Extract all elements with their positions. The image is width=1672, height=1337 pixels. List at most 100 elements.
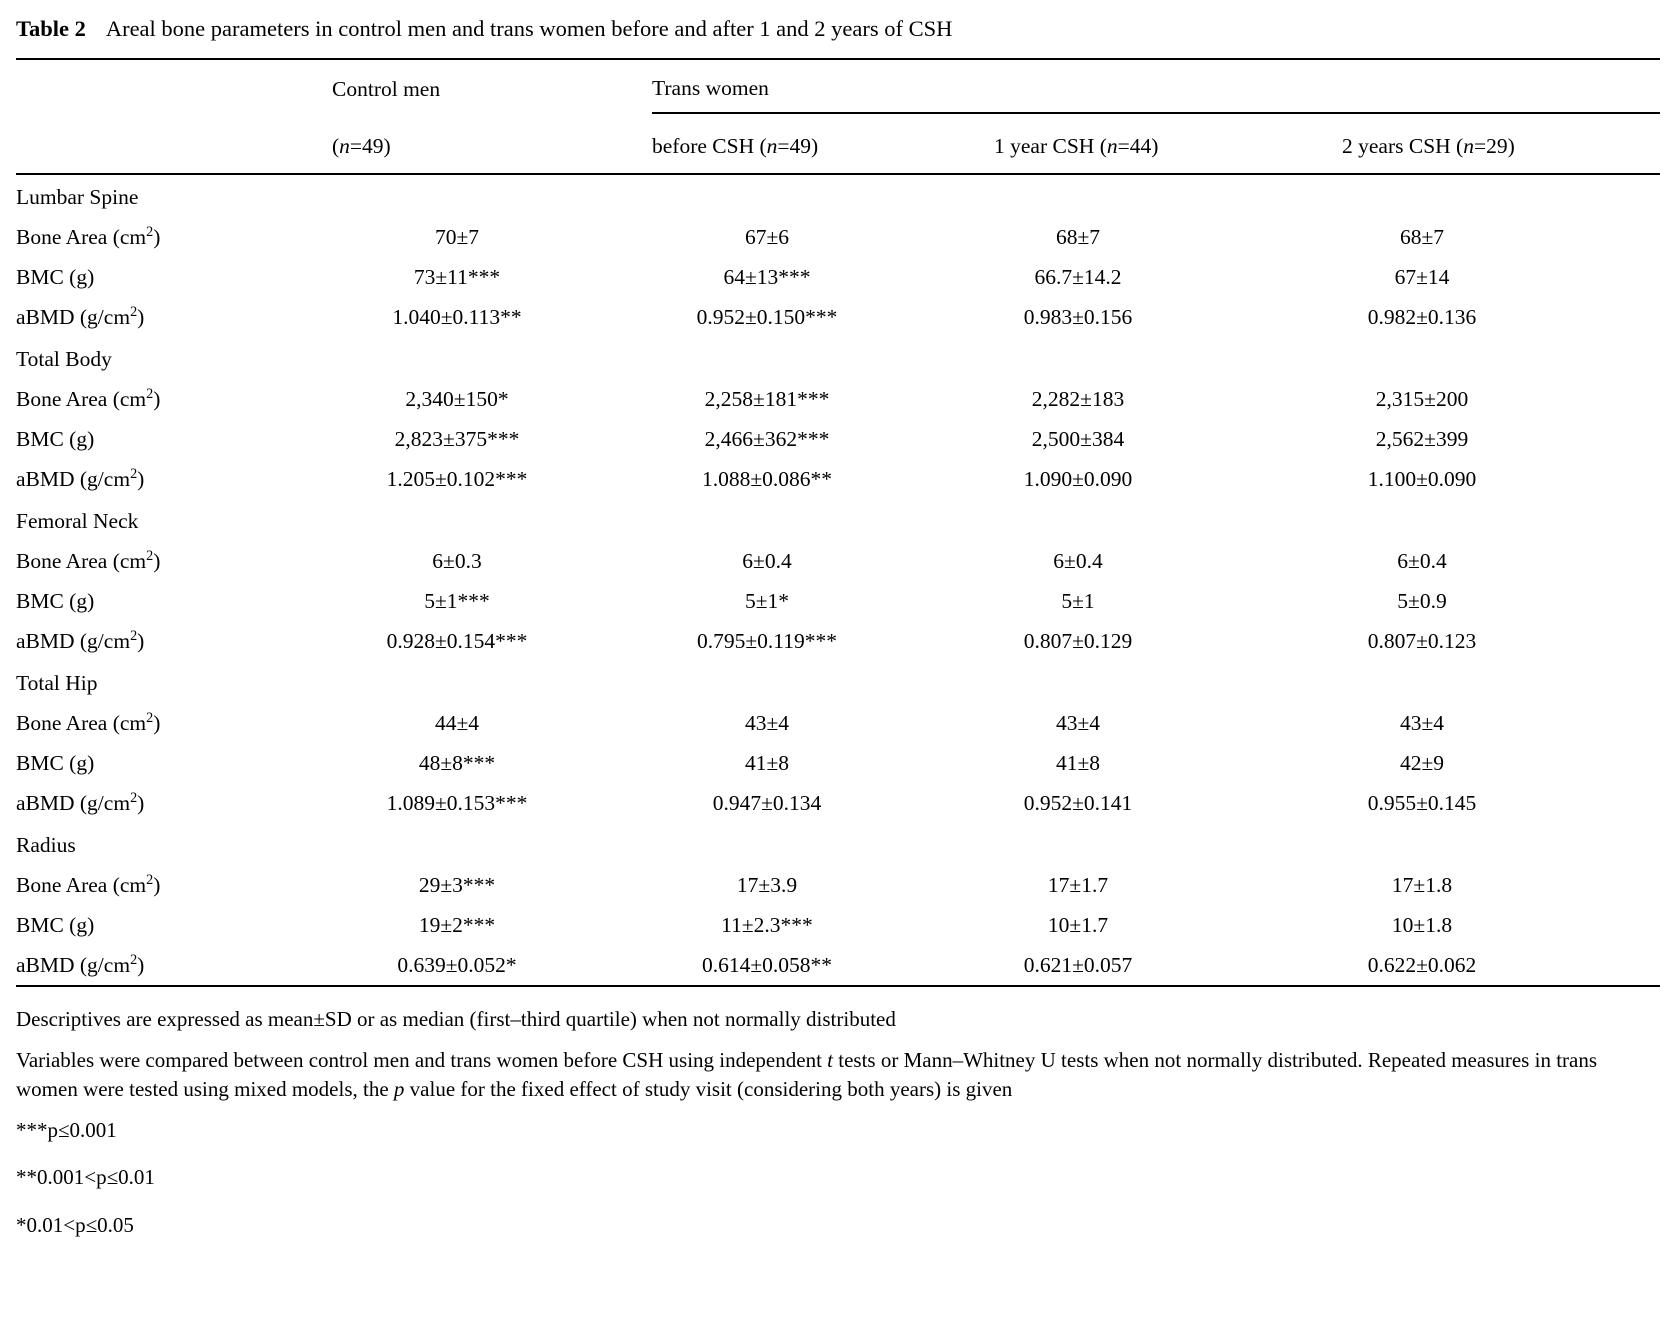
value-2-years-csh: 5±0.9	[1397, 589, 1447, 613]
value-1-year-csh: 2,282±183	[1031, 387, 1125, 411]
header-group-row: Control men Trans women	[16, 59, 1661, 114]
footnote-statistics: Variables were compared between control …	[16, 1048, 1598, 1101]
value-2-years-csh: 1.100±0.090	[1367, 467, 1477, 491]
value-before-csh: 6±0.4	[742, 549, 792, 573]
row-label: BMC (g)	[16, 589, 95, 613]
table-row: BMC (g) 2,823±375*** 2,466±362*** 2,500±…	[16, 419, 1660, 459]
section-label: Radius	[16, 833, 76, 857]
row-label: Bone Area (cm2)	[16, 547, 161, 573]
value-before-csh: 41±8	[744, 751, 790, 775]
value-control-men: 6±0.3	[432, 549, 482, 573]
value-2-years-csh: 0.807±0.123	[1367, 629, 1477, 653]
section-label: Total Body	[16, 347, 112, 371]
value-2-years-csh: 17±1.8	[1391, 873, 1453, 897]
table-row: BMC (g) 48±8*** 41±8 41±8 42±9	[16, 743, 1660, 783]
bone-parameters-table: Control men Trans women (n=49) before CS…	[16, 58, 1661, 987]
value-control-men: 19±2***	[418, 913, 496, 937]
significance-p01: **0.001<p≤0.01	[16, 1165, 155, 1190]
value-2-years-csh: 10±1.8	[1391, 913, 1453, 937]
section-header-row: Radius	[16, 823, 1660, 865]
table-caption: Table 2 Areal bone parameters in control …	[16, 16, 1656, 42]
value-control-men: 48±8***	[418, 751, 496, 775]
value-1-year-csh: 6±0.4	[1053, 549, 1103, 573]
value-before-csh: 2,258±181***	[704, 387, 830, 411]
value-1-year-csh: 43±4	[1055, 711, 1101, 735]
value-1-year-csh: 0.621±0.057	[994, 945, 1342, 987]
value-before-csh: 1.088±0.086**	[701, 467, 833, 491]
row-label: aBMD (g/cm2)	[16, 945, 332, 987]
table-row: Bone Area (cm2) 44±4 43±4 43±4 43±4	[16, 703, 1660, 743]
row-label: Bone Area (cm2)	[16, 385, 161, 411]
value-before-csh: 67±6	[744, 225, 790, 249]
col-subheader-2-years-csh: 2 years CSH (n=29)	[1342, 113, 1661, 175]
value-2-years-csh: 42±9	[1399, 751, 1445, 775]
value-1-year-csh: 2,500±384	[1031, 427, 1125, 451]
row-label: BMC (g)	[16, 427, 95, 451]
value-before-csh: 0.795±0.119***	[696, 629, 837, 653]
value-1-year-csh: 10±1.7	[1047, 913, 1109, 937]
row-label: Bone Area (cm2)	[16, 223, 161, 249]
significance-p001: ***p≤0.001	[16, 1118, 117, 1143]
value-control-men: 0.928±0.154***	[386, 629, 528, 653]
footnote-descriptives: Descriptives are expressed as mean±SD or…	[16, 1007, 896, 1031]
row-label: aBMD (g/cm2)	[16, 465, 145, 491]
value-1-year-csh: 41±8	[1055, 751, 1101, 775]
table-row: aBMD (g/cm2) 0.928±0.154*** 0.795±0.119*…	[16, 621, 1660, 661]
row-label: Bone Area (cm2)	[16, 871, 161, 897]
value-control-men: 70±7	[434, 225, 480, 249]
table-row: Bone Area (cm2) 6±0.3 6±0.4 6±0.4 6±0.4	[16, 541, 1660, 581]
table-row: aBMD (g/cm2) 1.089±0.153*** 0.947±0.134 …	[16, 783, 1660, 823]
row-label: aBMD (g/cm2)	[16, 303, 145, 329]
value-before-csh: 11±2.3***	[721, 913, 813, 937]
value-1-year-csh: 68±7	[1055, 225, 1101, 249]
table-row: BMC (g) 19±2*** 11±2.3*** 10±1.7 10±1.8	[16, 905, 1660, 945]
value-2-years-csh: 2,562±399	[1375, 427, 1469, 451]
section-header-row: Total Body	[16, 337, 1660, 379]
header-sub-row: (n=49) before CSH (n=49) 1 year CSH (n=4…	[16, 113, 1661, 175]
row-label: aBMD (g/cm2)	[16, 789, 145, 815]
section-label: Lumbar Spine	[16, 185, 139, 209]
value-1-year-csh: 5±1	[1061, 589, 1095, 613]
value-control-men: 5±1***	[424, 589, 490, 613]
col-subheader-control-n: (n=49)	[332, 113, 652, 175]
value-control-men: 44±4	[434, 711, 480, 735]
table-row: BMC (g) 73±11*** 64±13*** 66.7±14.2 67±1…	[16, 257, 1660, 297]
value-2-years-csh: 0.955±0.145	[1367, 791, 1477, 815]
value-2-years-csh: 68±7	[1399, 225, 1445, 249]
value-control-men: 0.639±0.052*	[332, 945, 652, 987]
value-control-men: 2,823±375***	[394, 427, 520, 451]
table-footnotes: Descriptives are expressed as mean±SD or…	[16, 1005, 1656, 1239]
value-2-years-csh: 2,315±200	[1375, 387, 1469, 411]
value-2-years-csh: 67±14	[1394, 265, 1450, 289]
table-row: Bone Area (cm2) 29±3*** 17±3.9 17±1.7 17…	[16, 865, 1660, 905]
significance-legend: ***p≤0.001 **0.001<p≤0.01 *0.01<p≤0.05	[16, 1116, 1656, 1239]
value-control-men: 1.040±0.113**	[392, 305, 522, 329]
value-2-years-csh: 0.622±0.062	[1342, 945, 1661, 987]
table-number: Table 2	[16, 16, 86, 41]
value-before-csh: 0.947±0.134	[712, 791, 822, 815]
table-title: Areal bone parameters in control men and…	[105, 16, 953, 41]
row-label: BMC (g)	[16, 265, 95, 289]
value-control-men: 1.089±0.153***	[386, 791, 528, 815]
section-header-row: Femoral Neck	[16, 499, 1660, 541]
value-control-men: 29±3***	[418, 873, 496, 897]
row-label: BMC (g)	[16, 751, 95, 775]
value-1-year-csh: 0.983±0.156	[1023, 305, 1133, 329]
row-label: Bone Area (cm2)	[16, 709, 161, 735]
section-label: Femoral Neck	[16, 509, 139, 533]
table-row: BMC (g) 5±1*** 5±1* 5±1 5±0.9	[16, 581, 1660, 621]
value-1-year-csh: 0.807±0.129	[1023, 629, 1133, 653]
table-row: Bone Area (cm2) 2,340±150* 2,258±181*** …	[16, 379, 1660, 419]
value-control-men: 2,340±150*	[405, 387, 509, 411]
table-row: aBMD (g/cm2) 1.205±0.102*** 1.088±0.086*…	[16, 459, 1660, 499]
value-before-csh: 0.614±0.058**	[652, 945, 994, 987]
value-before-csh: 17±3.9	[736, 873, 798, 897]
value-2-years-csh: 6±0.4	[1397, 549, 1447, 573]
value-1-year-csh: 66.7±14.2	[1034, 265, 1122, 289]
value-control-men: 73±11***	[413, 265, 501, 289]
value-before-csh: 5±1*	[744, 589, 790, 613]
col-header-control-men: Control men	[332, 77, 441, 101]
value-before-csh: 64±13***	[723, 265, 811, 289]
table-row: aBMD (g/cm2) 0.639±0.052* 0.614±0.058** …	[16, 945, 1661, 987]
